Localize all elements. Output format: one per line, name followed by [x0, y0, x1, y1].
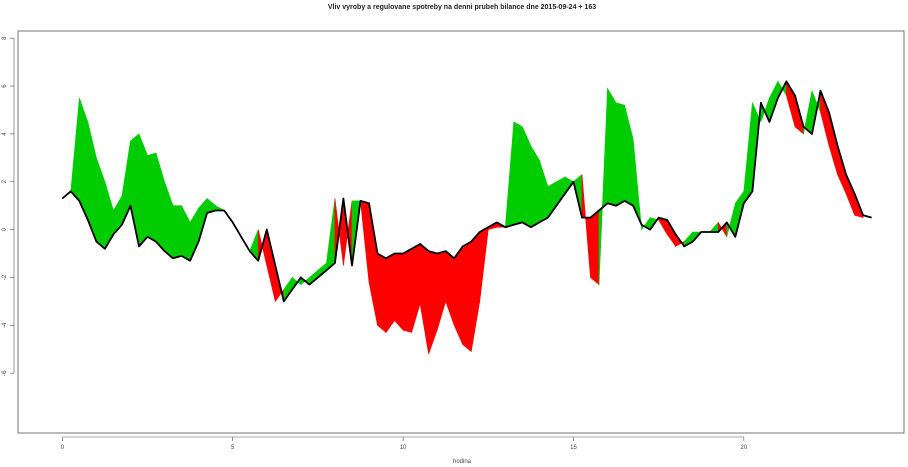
deficit-area-segment [820, 90, 830, 146]
deficit-area-segment [360, 200, 370, 283]
surplus-area-segment [615, 102, 625, 207]
deficit-area-segment [445, 250, 455, 326]
surplus-area-segment [556, 176, 566, 207]
surplus-area-segment [326, 198, 336, 271]
surplus-area-segment [539, 160, 549, 223]
surplus-area-segment [96, 157, 106, 250]
deficit-area-segment [402, 248, 412, 333]
deficit-area-segment [394, 253, 404, 331]
y-tick-label: 0 [2, 227, 8, 231]
surplus-area-segment [709, 221, 719, 233]
deficit-area-segment [470, 231, 481, 352]
fill-areas [70, 80, 872, 355]
x-axis-title: hodina [453, 459, 472, 465]
y-tick-label: -6 [2, 370, 8, 376]
x-tick-label: 15 [570, 445, 577, 451]
surplus-area-segment [743, 102, 753, 205]
deficit-area-segment [428, 250, 438, 355]
surplus-area-segment [164, 181, 174, 259]
x-tick-label: 5 [231, 445, 235, 451]
x-tick-label: 20 [740, 445, 747, 451]
surplus-area-segment [172, 205, 182, 259]
y-tick-label: 8 [2, 36, 8, 40]
deficit-area-segment [385, 253, 395, 334]
balance-line [61, 80, 872, 303]
surplus-area-segment [121, 141, 131, 225]
y-tick-label: 2 [2, 179, 8, 183]
chart-title: Vliv vyroby a regulovane spotreby na den… [328, 4, 596, 11]
deficit-area-segment [479, 226, 489, 302]
deficit-area-segment [368, 203, 378, 326]
deficit-area-segment [411, 243, 421, 333]
deficit-area-segment [419, 243, 429, 355]
deficit-area-segment [462, 241, 472, 353]
surplus-area-segment [138, 133, 148, 248]
x-axis: 0 5 10 15 20 [61, 436, 748, 451]
x-tick-label: 0 [61, 445, 65, 451]
surplus-area-segment [513, 121, 523, 226]
y-tick-label: 4 [2, 132, 8, 136]
y-tick-label: -4 [2, 322, 8, 328]
deficit-area-segment [436, 250, 446, 331]
surplus-area-segment [624, 105, 634, 207]
surplus-area-segment [283, 276, 293, 303]
y-axis: -6 -4 -2 0 2 4 6 8 [2, 36, 15, 376]
y-tick-label: -2 [2, 274, 8, 280]
surplus-area-segment [147, 152, 157, 243]
surplus-area-segment [104, 181, 114, 250]
x-tick-label: 10 [400, 445, 407, 451]
surplus-area-segment [522, 126, 532, 228]
surplus-area-segment [155, 152, 165, 252]
surplus-area-segment [607, 87, 617, 207]
surplus-area-segment [70, 97, 80, 202]
surplus-area-segment [530, 144, 540, 228]
deficit-area-segment [377, 253, 387, 334]
deficit-area-segment [581, 174, 591, 278]
plot-frame [17, 30, 905, 434]
deficit-area-segment [845, 174, 855, 216]
surplus-area-segment [726, 203, 736, 238]
deficit-area-segment [590, 209, 600, 286]
surplus-area-segment [598, 88, 608, 285]
surplus-area-segment [181, 205, 191, 262]
deficit-area-segment [453, 245, 464, 345]
y-tick-label: 6 [2, 84, 8, 88]
deficit-area-segment [266, 229, 276, 302]
surplus-area-segment [504, 121, 515, 228]
